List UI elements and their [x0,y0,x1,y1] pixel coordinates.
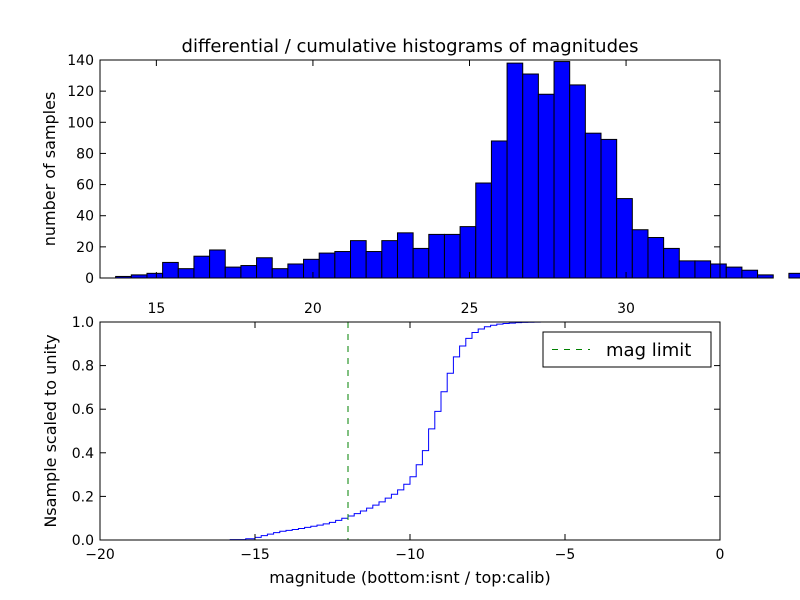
x-tick-label: 30 [617,301,635,317]
y-tick-label: 0.4 [72,446,94,462]
histogram-bar [741,269,759,279]
histogram-bar [678,260,696,279]
legend: mag limit [542,331,712,368]
histogram-bar [256,257,273,279]
x-tick-label: 0 [716,547,725,563]
top-plot-frame [99,59,721,279]
histogram-bar [506,62,524,279]
x-tick-label: 20 [304,301,322,317]
x-tick-label: 15 [147,301,165,317]
y-tick-label: 100 [67,115,94,131]
histogram-bar [584,132,602,279]
histogram-bar [663,247,680,279]
histogram-bar [725,266,743,279]
histogram-bar [193,255,211,279]
histogram-bar [177,268,195,279]
histogram-bar [600,138,618,279]
x-tick-label: −5 [555,547,576,563]
bottom-y-axis-label: Nsample scaled to unity [41,334,60,527]
histogram-bar [146,272,164,279]
cumulative-step-line [100,321,720,541]
histogram-bar [757,274,774,279]
histogram-bar [616,198,633,279]
histogram-bar [788,272,800,279]
histogram-bar [428,233,445,279]
y-tick-label: 60 [76,178,94,194]
histogram-bar [240,265,258,279]
histogram-bar [475,182,492,279]
x-axis-label: magnitude (bottom:isnt / top:calib) [269,568,550,587]
histogram-bar [412,247,430,279]
top-y-axis-label: number of samples [40,92,59,247]
y-tick-label: 40 [76,209,94,225]
histogram-bar [631,229,649,279]
y-tick-label: 0.8 [72,359,94,375]
y-tick-label: 1.0 [72,315,94,331]
histogram-bar [710,263,727,279]
histogram-bar [569,84,586,279]
y-tick-label: 80 [76,146,94,162]
histogram-bar [443,233,461,279]
x-tick-label: −10 [395,547,425,563]
histogram-bar [303,258,320,279]
histogram-bar [287,263,305,279]
legend-label-mag-limit: mag limit [606,340,691,361]
legend-box [542,331,712,368]
y-tick-label: 0.2 [72,489,94,505]
histogram-bar [318,252,336,279]
histogram-bar [334,251,352,279]
y-tick-label: 0.0 [72,533,94,549]
histogram-bar [522,73,539,279]
histogram-bar [694,260,712,279]
histogram-bar [224,266,242,279]
y-tick-label: 20 [76,240,94,256]
histogram-bar [271,268,289,279]
bottom-cumulative-panel: Nsample scaled to unity magnitude (botto… [41,315,724,587]
top-histogram-panel: differential / cumulative histograms of … [40,36,800,317]
histogram-bar [162,261,179,279]
histogram-bar [490,140,508,279]
histogram-bar [350,240,367,279]
histogram-bar [459,226,477,279]
histogram-bar [647,237,665,279]
y-tick-label: 120 [67,84,94,100]
x-tick-label: 25 [461,301,479,317]
histogram-bar [209,249,226,279]
chart-title: differential / cumulative histograms of … [182,36,639,57]
x-tick-label: −15 [240,547,270,563]
y-tick-label: 0 [85,271,94,287]
histogram-bar [396,232,414,279]
histogram-bar [553,61,571,279]
histogram-bar [381,240,398,279]
bottom-plot-frame [99,321,721,541]
y-tick-label: 0.6 [72,402,94,418]
histogram-bar [365,251,383,279]
y-tick-label: 140 [67,53,94,69]
histogram-bar [537,93,555,279]
x-tick-label: −20 [85,547,115,563]
